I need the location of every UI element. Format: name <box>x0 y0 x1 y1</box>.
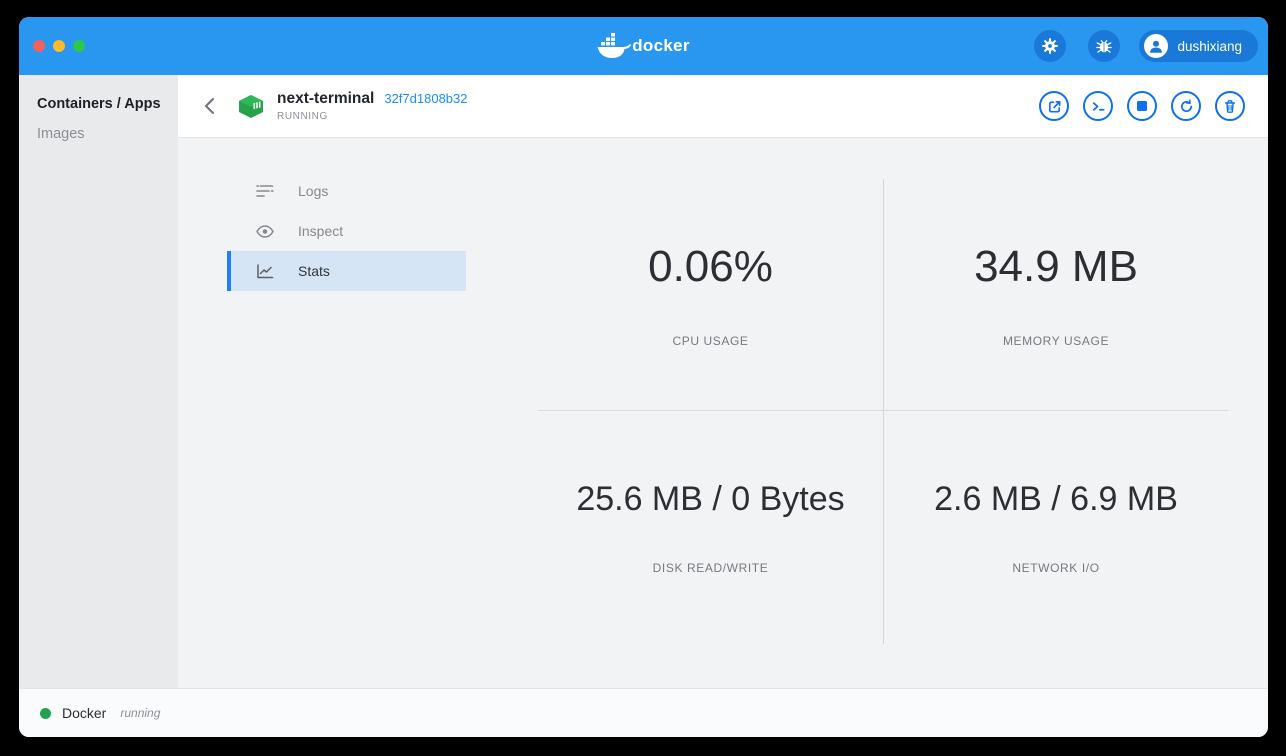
bug-icon <box>1095 37 1113 55</box>
container-detail-content: Logs Inspect <box>178 138 1268 688</box>
docker-logo: docker <box>597 33 690 59</box>
container-title-block: next-terminal 32f7d1808b32 RUNNING <box>277 90 468 122</box>
memory-usage-label: MEMORY USAGE <box>1002 333 1110 348</box>
restart-icon <box>1179 98 1194 114</box>
cpu-usage-cell: 0.06% CPU USAGE <box>538 179 884 411</box>
user-account-button[interactable]: dushixiang <box>1139 30 1258 62</box>
memory-usage-value: 34.9 MB <box>974 241 1138 291</box>
tab-inspect[interactable]: Inspect <box>227 211 466 251</box>
disk-readwrite-cell: 25.6 MB / 0 Bytes DISK READ/WRITE <box>538 411 884 644</box>
logs-icon <box>256 184 274 198</box>
statusbar-docker-label: Docker <box>62 705 107 721</box>
container-box-icon <box>237 94 265 119</box>
bug-report-button[interactable] <box>1088 30 1121 62</box>
chevron-left-icon <box>202 96 218 116</box>
back-button[interactable] <box>200 94 220 118</box>
settings-button[interactable] <box>1034 30 1067 62</box>
docker-desktop-window: docker <box>19 17 1268 737</box>
container-short-id[interactable]: 32f7d1808b32 <box>384 91 468 106</box>
stop-icon <box>1136 100 1148 112</box>
disk-readwrite-label: DISK READ/WRITE <box>652 561 769 575</box>
close-window-button[interactable] <box>33 40 45 52</box>
user-name: dushixiang <box>1177 38 1242 54</box>
tab-stats-label: Stats <box>298 263 330 279</box>
tab-inspect-label: Inspect <box>298 223 344 239</box>
docker-whale-icon <box>597 33 632 59</box>
zoom-window-button[interactable] <box>73 40 85 52</box>
network-io-value: 2.6 MB / 6.9 MB <box>934 480 1178 518</box>
stop-button[interactable] <box>1127 91 1157 121</box>
titlebar: docker <box>19 17 1268 75</box>
tab-stats[interactable]: Stats <box>227 251 466 291</box>
sidebar: Containers / Apps Images <box>19 75 178 688</box>
sidebar-item-images[interactable]: Images <box>37 126 85 142</box>
gear-icon <box>1041 37 1059 55</box>
docker-running-dot-icon <box>40 707 51 719</box>
cpu-usage-label: CPU USAGE <box>672 333 749 348</box>
statusbar: Docker running <box>19 688 1268 737</box>
delete-button[interactable] <box>1215 91 1245 121</box>
cli-button[interactable] <box>1083 91 1113 121</box>
network-io-label: NETWORK I/O <box>1012 561 1100 575</box>
docker-wordmark: docker <box>632 36 690 55</box>
stats-grid: 0.06% CPU USAGE 34.9 MB MEMORY USAGE 25.… <box>538 179 1228 644</box>
container-actions <box>1039 91 1245 121</box>
content-column: next-terminal 32f7d1808b32 RUNNING <box>178 75 1268 688</box>
container-name: next-terminal <box>277 90 375 107</box>
memory-usage-cell: 34.9 MB MEMORY USAGE <box>884 179 1228 411</box>
minimize-window-button[interactable] <box>53 40 65 52</box>
stats-chart-icon <box>256 263 274 279</box>
open-in-browser-button[interactable] <box>1039 91 1069 121</box>
eye-icon <box>256 224 274 238</box>
container-header: next-terminal 32f7d1808b32 RUNNING <box>178 75 1268 138</box>
cpu-usage-value: 0.06% <box>648 241 773 291</box>
tab-logs[interactable]: Logs <box>227 171 466 211</box>
user-avatar-icon <box>1144 34 1169 58</box>
network-io-cell: 2.6 MB / 6.9 MB NETWORK I/O <box>884 411 1228 644</box>
terminal-icon <box>1091 99 1106 114</box>
detail-tabs: Logs Inspect <box>227 171 466 291</box>
trash-icon <box>1223 99 1237 114</box>
sidebar-item-containers[interactable]: Containers / Apps <box>37 96 161 112</box>
open-external-icon <box>1047 99 1062 114</box>
traffic-lights <box>33 40 85 52</box>
statusbar-state: running <box>120 706 161 720</box>
main-area: Containers / Apps Images <box>19 75 1268 688</box>
disk-readwrite-value: 25.6 MB / 0 Bytes <box>576 480 845 518</box>
restart-button[interactable] <box>1171 91 1201 121</box>
tab-logs-label: Logs <box>298 183 329 199</box>
container-status: RUNNING <box>277 111 328 122</box>
topbar-right-controls: dushixiang <box>1034 30 1258 62</box>
